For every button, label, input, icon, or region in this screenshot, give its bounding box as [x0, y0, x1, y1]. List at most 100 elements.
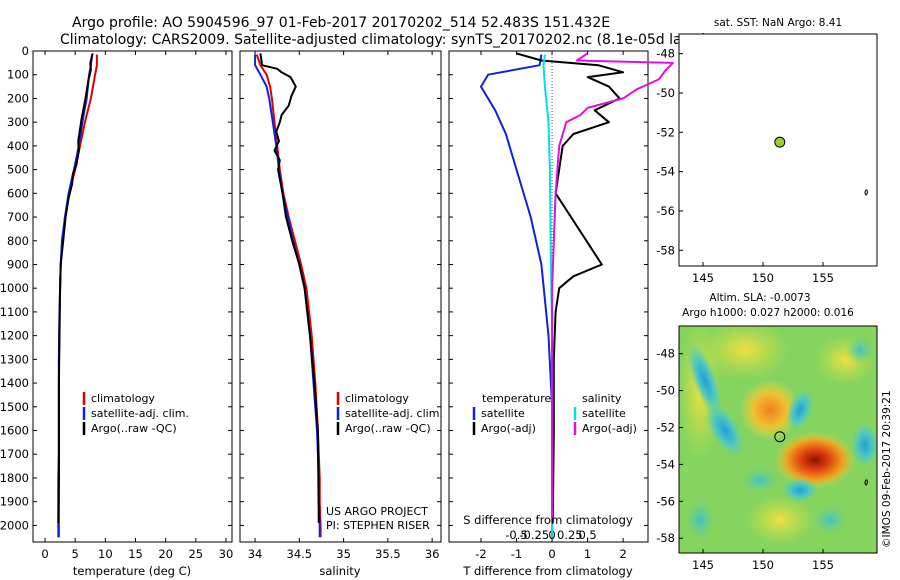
legend-label-satellite: satellite-adj. clim.: [345, 407, 443, 420]
salinity-x-ticks: 34 34.5 35 35.5 36: [240, 50, 441, 561]
lon-tick-label: 155: [812, 558, 834, 572]
project-annotation: US ARGO PROJECT: [326, 505, 428, 518]
t-diff-x-ticks: -2 -1 0 1 2: [449, 50, 648, 561]
salinity-series: [254, 53, 322, 538]
legend-label-argo: Argo(..raw -QC): [345, 422, 431, 435]
sla-low-patch: [742, 468, 778, 492]
x-tick-label: 0: [41, 547, 48, 561]
x-tick-label: 34: [248, 547, 263, 561]
depth-tick-label: 2000: [0, 518, 29, 532]
depth-tick-label: 1100: [0, 305, 29, 319]
x-tick-label: 34.5: [287, 547, 313, 561]
sla-map-panel: Altim. SLA: -0.0073 Argo h1000: 0.027 h2…: [656, 292, 878, 572]
legend-label-t-argo: Argo(-adj): [481, 422, 536, 435]
depth-tick-label: 600: [7, 186, 29, 200]
sla-patch: [745, 495, 815, 545]
pi-annotation: PI: STEPHEN RISER: [326, 519, 430, 532]
figure-title-line1: Argo profile: AO 5904596_97 01-Feb-2017 …: [72, 15, 610, 31]
lat-tick-label: -56: [656, 204, 675, 218]
salinity-legend: climatology satellite-adj. clim. Argo(..…: [336, 392, 443, 435]
sla-low-patch: [814, 506, 846, 534]
depth-tick-label: 1200: [0, 329, 29, 343]
imos-credit: ©IMOS 09-Feb-2017 20:39:21: [881, 390, 893, 548]
lat-tick-label: -52: [656, 421, 675, 435]
depth-tick-label: 1700: [0, 447, 29, 461]
x-tick-label: 20: [158, 547, 173, 561]
lon-tick-label: 150: [752, 558, 774, 572]
depth-tick-label: 1600: [0, 424, 29, 438]
temperature-panel-frame: [32, 50, 233, 543]
depth-tick-label: 800: [7, 234, 29, 248]
s-diff-x-label: S difference from climatology: [463, 513, 633, 527]
sla-map-lon-ticks: 145 150 155: [692, 549, 834, 572]
difference-panel: -2 -1 0 1 2 -0.5-0.25 0 0.250.5 S difference f…: [448, 50, 674, 578]
x-tick-label: 15: [128, 547, 143, 561]
sla-low-patch: [782, 478, 818, 502]
salinity-panel: 34 34.5 35 35.5 36 salinity climatology sate…: [239, 50, 443, 578]
x-tick-label: 10: [98, 547, 113, 561]
s-diff-tick-label: 0.5: [578, 528, 596, 542]
temperature-series: [57, 53, 98, 538]
x-tick-label: -1: [511, 547, 522, 561]
t-diff-x-label: T difference from climatology: [462, 564, 633, 578]
sla-low-patch: [687, 342, 723, 418]
series-line-satellite-adj-clim-: [57, 54, 94, 538]
depth-tick-label: 400: [7, 139, 29, 153]
x-tick-label: 5: [72, 547, 79, 561]
sla-patch: [700, 326, 790, 380]
diff-legend-salinity: salinity satellite Argo(-adj): [573, 392, 637, 435]
sla-low-patch: [705, 403, 745, 457]
depth-tick-label: 300: [7, 115, 29, 129]
depth-tick-label: 500: [7, 163, 29, 177]
s-diff-tick-label: 0.25: [557, 528, 583, 542]
sla-heatmap-field: [679, 326, 877, 553]
lon-tick-label: 155: [812, 271, 834, 285]
sla-map-title-2: Argo h1000: 0.027 h2000: 0.016: [682, 307, 854, 319]
sla-low-patch: [851, 423, 877, 467]
lon-tick-label: 150: [752, 271, 774, 285]
sla-map-title-1: Altim. SLA: -0.0073: [709, 292, 810, 304]
x-tick-label: 35: [336, 547, 351, 561]
legend-label-t-satellite: satellite: [481, 407, 525, 420]
temperature-panel: 0 5 10 15 20 25 30 temperature (deg C) climato…: [32, 50, 234, 578]
series-line-temperature-satellite: [480, 54, 554, 538]
x-tick-label: 1: [584, 547, 591, 561]
series-line-argo-raw-qc-: [259, 53, 320, 524]
sla-low-patch: [686, 500, 714, 540]
depth-tick-label: 1300: [0, 352, 29, 366]
depth-tick-label: 1900: [0, 495, 29, 509]
temperature-legend: climatology satellite-adj. clim. Argo(..…: [82, 392, 189, 435]
depth-tick-label: 900: [7, 257, 29, 271]
lat-tick-label: -58: [656, 243, 675, 257]
s-diff-tick-label: -0.5: [505, 528, 527, 542]
depth-tick-label: 200: [7, 91, 29, 105]
x-tick-label: 30: [219, 547, 234, 561]
sla-map-frame: [678, 325, 878, 554]
x-tick-label: 35.5: [375, 547, 401, 561]
x-tick-label: 2: [619, 547, 626, 561]
legend-title-temperature: temperature: [482, 392, 551, 405]
lat-tick-label: -54: [656, 165, 675, 179]
sla-high-patch: [775, 432, 855, 488]
sla-map-float-position: [774, 431, 786, 443]
sst-map-float-position: [774, 136, 786, 148]
sst-map-panel: sat. SST: NaN Argo: 8.41 145 150 155 -48 -5…: [656, 17, 878, 285]
lon-tick-label: 145: [692, 271, 714, 285]
diff-legend-temperature: temperature satellite Argo(-adj): [472, 392, 551, 435]
lat-tick-label: -54: [656, 457, 675, 471]
depth-tick-label: 1400: [0, 376, 29, 390]
x-tick-label: 0: [548, 547, 555, 561]
sla-low-patch: [786, 388, 814, 432]
series-line-climatology: [255, 54, 322, 538]
lat-tick-label: -52: [656, 125, 675, 139]
depth-tick-label: 1500: [0, 400, 29, 414]
salinity-x-label: salinity: [319, 564, 360, 578]
sla-high-patch: [740, 380, 800, 440]
difference-series: [480, 52, 674, 538]
depth-tick-label: 1000: [0, 281, 29, 295]
temperature-x-label: temperature (deg C): [73, 564, 191, 578]
depth-tick-label: 1800: [0, 471, 29, 485]
figure-title-line2: Climatology: CARS2009. Satellite-adjuste…: [60, 32, 707, 48]
series-line-salinity-argo-adj-: [551, 52, 674, 523]
